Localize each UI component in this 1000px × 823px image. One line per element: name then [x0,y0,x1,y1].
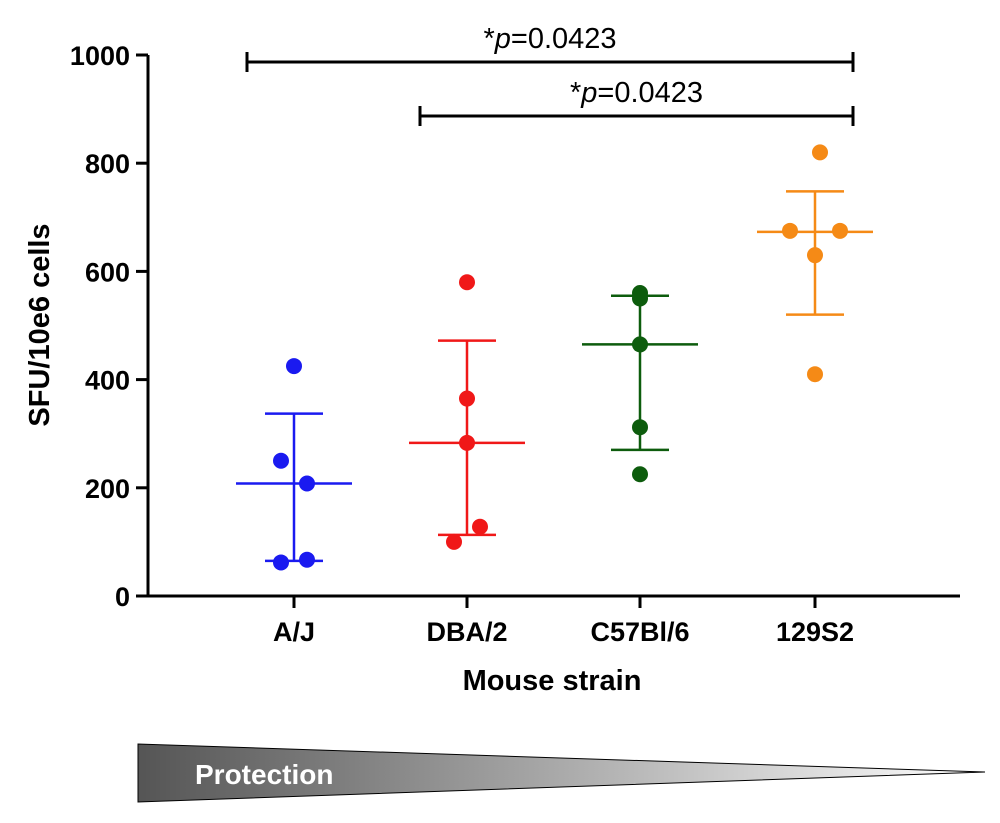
data-point [632,290,648,307]
significance-bracket: *p=0.0423 [245,23,855,72]
x-ticks: A/J DBA/2 C57Bl/6 129S2 [273,596,854,647]
data-point [782,222,798,239]
x-tick-label: 129S2 [776,617,854,647]
x-tick-label: A/J [273,617,315,647]
series-129S2 [757,144,873,383]
data-point [632,466,648,483]
significance-annotations: *p=0.0423 *p=0.0423 [245,23,855,126]
protection-wedge [137,743,986,803]
data-point [807,366,823,383]
data-point [832,222,848,239]
data-point [459,434,475,451]
y-tick-label: 600 [85,257,130,287]
series-DBA/2 [409,274,525,550]
x-tick-label: DBA/2 [426,617,507,647]
data-point [472,518,488,535]
x-tick-label: C57Bl/6 [590,617,689,647]
y-axis-label: SFU/10e6 cells [24,223,56,426]
series-group [236,144,873,571]
data-point [459,390,475,407]
p-value-label: *p=0.0423 [483,23,616,55]
data-point [812,144,828,161]
protection-label: Protection [195,759,333,790]
y-ticks: 0 200 400 600 800 1000 [70,41,148,612]
data-point [273,452,289,469]
data-point [446,533,462,550]
y-tick-label: 200 [85,474,130,504]
data-point [632,336,648,353]
series-A/J [236,358,352,571]
data-point [299,475,315,492]
data-point [286,358,302,375]
data-point [807,247,823,264]
y-tick-label: 0 [115,582,130,612]
y-tick-label: 1000 [70,41,130,71]
p-value-label: *p=0.0423 [570,77,703,109]
significance-bracket: *p=0.0423 [418,77,855,126]
y-tick-label: 400 [85,366,130,396]
data-point [632,419,648,436]
y-tick-label: 800 [85,149,130,179]
series-C57Bl/6 [582,285,698,483]
data-point [299,551,315,568]
data-point [459,274,475,291]
x-axis-label: Mouse strain [463,665,642,697]
data-point [273,554,289,571]
